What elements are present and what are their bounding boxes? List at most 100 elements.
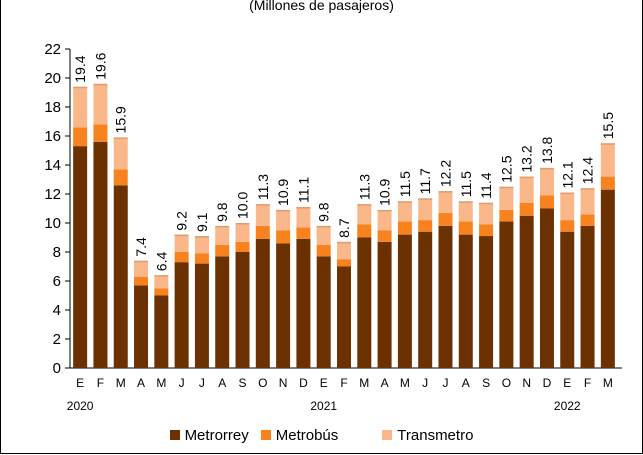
y-tick-label: 22 [44, 41, 61, 58]
bar-total-label: 15.5 [600, 112, 616, 139]
bar-segment-metrobs [194, 253, 209, 264]
y-tick-label: 4 [53, 302, 61, 319]
y-tick-label: 10 [44, 215, 61, 232]
x-tick-label: N [279, 376, 288, 390]
bar-segment-metrorrey [296, 238, 311, 368]
chart-legend: Metrorrey Metrobús Transmetro [0, 423, 643, 447]
x-tick-label: S [239, 376, 247, 390]
bar-segment-metrorrey [235, 252, 250, 368]
bar-segment-metrorrey [600, 189, 615, 368]
bar-segment-metrobs [113, 169, 128, 186]
bar-segment-transmetro [316, 225, 331, 245]
bar-total-label: 12.1 [559, 161, 575, 188]
bar-segment-transmetro [296, 207, 311, 228]
bar-total-label: 8.7 [336, 218, 352, 238]
legend-item: Transmetro [382, 427, 473, 444]
bar-top-edge [255, 204, 270, 206]
x-tick-label: E [563, 376, 571, 390]
bar-segment-transmetro [93, 83, 108, 125]
legend-swatch [260, 430, 271, 440]
bar-total-label: 13.2 [519, 145, 535, 172]
bar-segment-metrorrey [337, 266, 351, 368]
bar-total-label: 9.1 [194, 212, 210, 232]
bar-segment-metrobs [276, 230, 291, 244]
bar-top-edge [377, 209, 392, 212]
bar-total-label: 19.4 [72, 55, 88, 82]
bar-top-edge [194, 236, 209, 238]
bar-total-label: 12.2 [437, 160, 453, 187]
bar-segment-transmetro [215, 225, 230, 245]
x-tick-label: J [442, 376, 448, 390]
y-tick-label: 0 [53, 360, 61, 377]
bar-segment-transmetro [600, 143, 615, 177]
bar-top-edge [519, 176, 534, 179]
bar-segment-metrobs [479, 224, 494, 237]
bar-segment-transmetro [560, 192, 575, 221]
bar-segment-transmetro [519, 176, 534, 203]
bar-segment-metrobs [93, 124, 108, 142]
y-tick-label: 6 [53, 273, 61, 290]
y-tick-label: 14 [44, 157, 61, 174]
bar-segment-metrorrey [519, 215, 534, 368]
bar-segment-transmetro [438, 191, 453, 213]
bar-total-label: 11.5 [458, 171, 474, 197]
bar-segment-metrorrey [113, 185, 128, 368]
x-tick-label: F [97, 376, 104, 390]
bar-segment-transmetro [235, 223, 250, 242]
bar-segment-metrobs [600, 176, 615, 190]
x-tick-label: E [320, 376, 328, 390]
y-tick-label: 2 [53, 331, 61, 348]
bar-total-label: 9.2 [174, 211, 190, 231]
bar-total-label: 7.4 [133, 237, 149, 257]
bar-segment-transmetro [134, 260, 149, 277]
x-tick-label: S [482, 376, 490, 390]
x-tick-label: A [462, 376, 470, 390]
bar-top-edge [458, 201, 473, 203]
x-tick-label: F [584, 376, 591, 390]
bar-segment-metrorrey [479, 236, 494, 368]
bar-segment-transmetro [255, 204, 270, 226]
bar-segment-metrorrey [539, 208, 554, 368]
bar-top-edge [337, 241, 351, 244]
bar-segment-metrorrey [458, 234, 473, 368]
bar-top-edge [235, 223, 250, 225]
y-tick-label: 8 [53, 244, 61, 261]
y-tick-label: 20 [44, 70, 61, 87]
bar-top-edge [539, 167, 554, 170]
legend-swatch [169, 430, 180, 440]
bar-top-edge [154, 275, 169, 277]
bar-total-label: 11.7 [417, 168, 433, 194]
bar-total-label: 12.4 [580, 157, 596, 184]
bar-segment-transmetro [458, 201, 473, 222]
bar-top-edge [316, 225, 331, 228]
bar-segment-transmetro [357, 204, 372, 225]
bar-segment-metrobs [397, 221, 412, 235]
bar-segment-metrobs [316, 244, 331, 257]
bar-segment-metrorrey [174, 262, 189, 368]
bar-top-edge [479, 202, 494, 205]
bar-total-label: 19.6 [92, 52, 108, 79]
legend-label: Metrobús [275, 426, 339, 444]
bar-top-edge [560, 192, 575, 195]
x-year-label: 2021 [310, 399, 337, 413]
bar-segment-metrorrey [194, 263, 209, 368]
x-tick-label: M [156, 376, 166, 390]
bar-segment-metrobs [458, 221, 473, 235]
bar-top-edge [276, 209, 291, 212]
bar-segment-transmetro [418, 198, 433, 221]
bar-segment-metrorrey [134, 285, 149, 368]
x-tick-label: M [116, 376, 126, 390]
bar-top-edge [438, 191, 453, 193]
bar-segment-metrorrey [377, 241, 392, 368]
legend-label: Metrorrey [184, 426, 249, 444]
x-tick-label: A [218, 376, 226, 390]
bar-segment-metrorrey [93, 141, 108, 368]
legend-label: Transmetro [397, 426, 474, 444]
bar-segment-transmetro [113, 137, 128, 170]
x-tick-label: M [603, 376, 613, 390]
x-tick-label: E [76, 376, 84, 390]
bar-top-edge [600, 143, 615, 145]
bar-top-edge [397, 201, 412, 203]
bar-segment-metrorrey [73, 146, 88, 368]
